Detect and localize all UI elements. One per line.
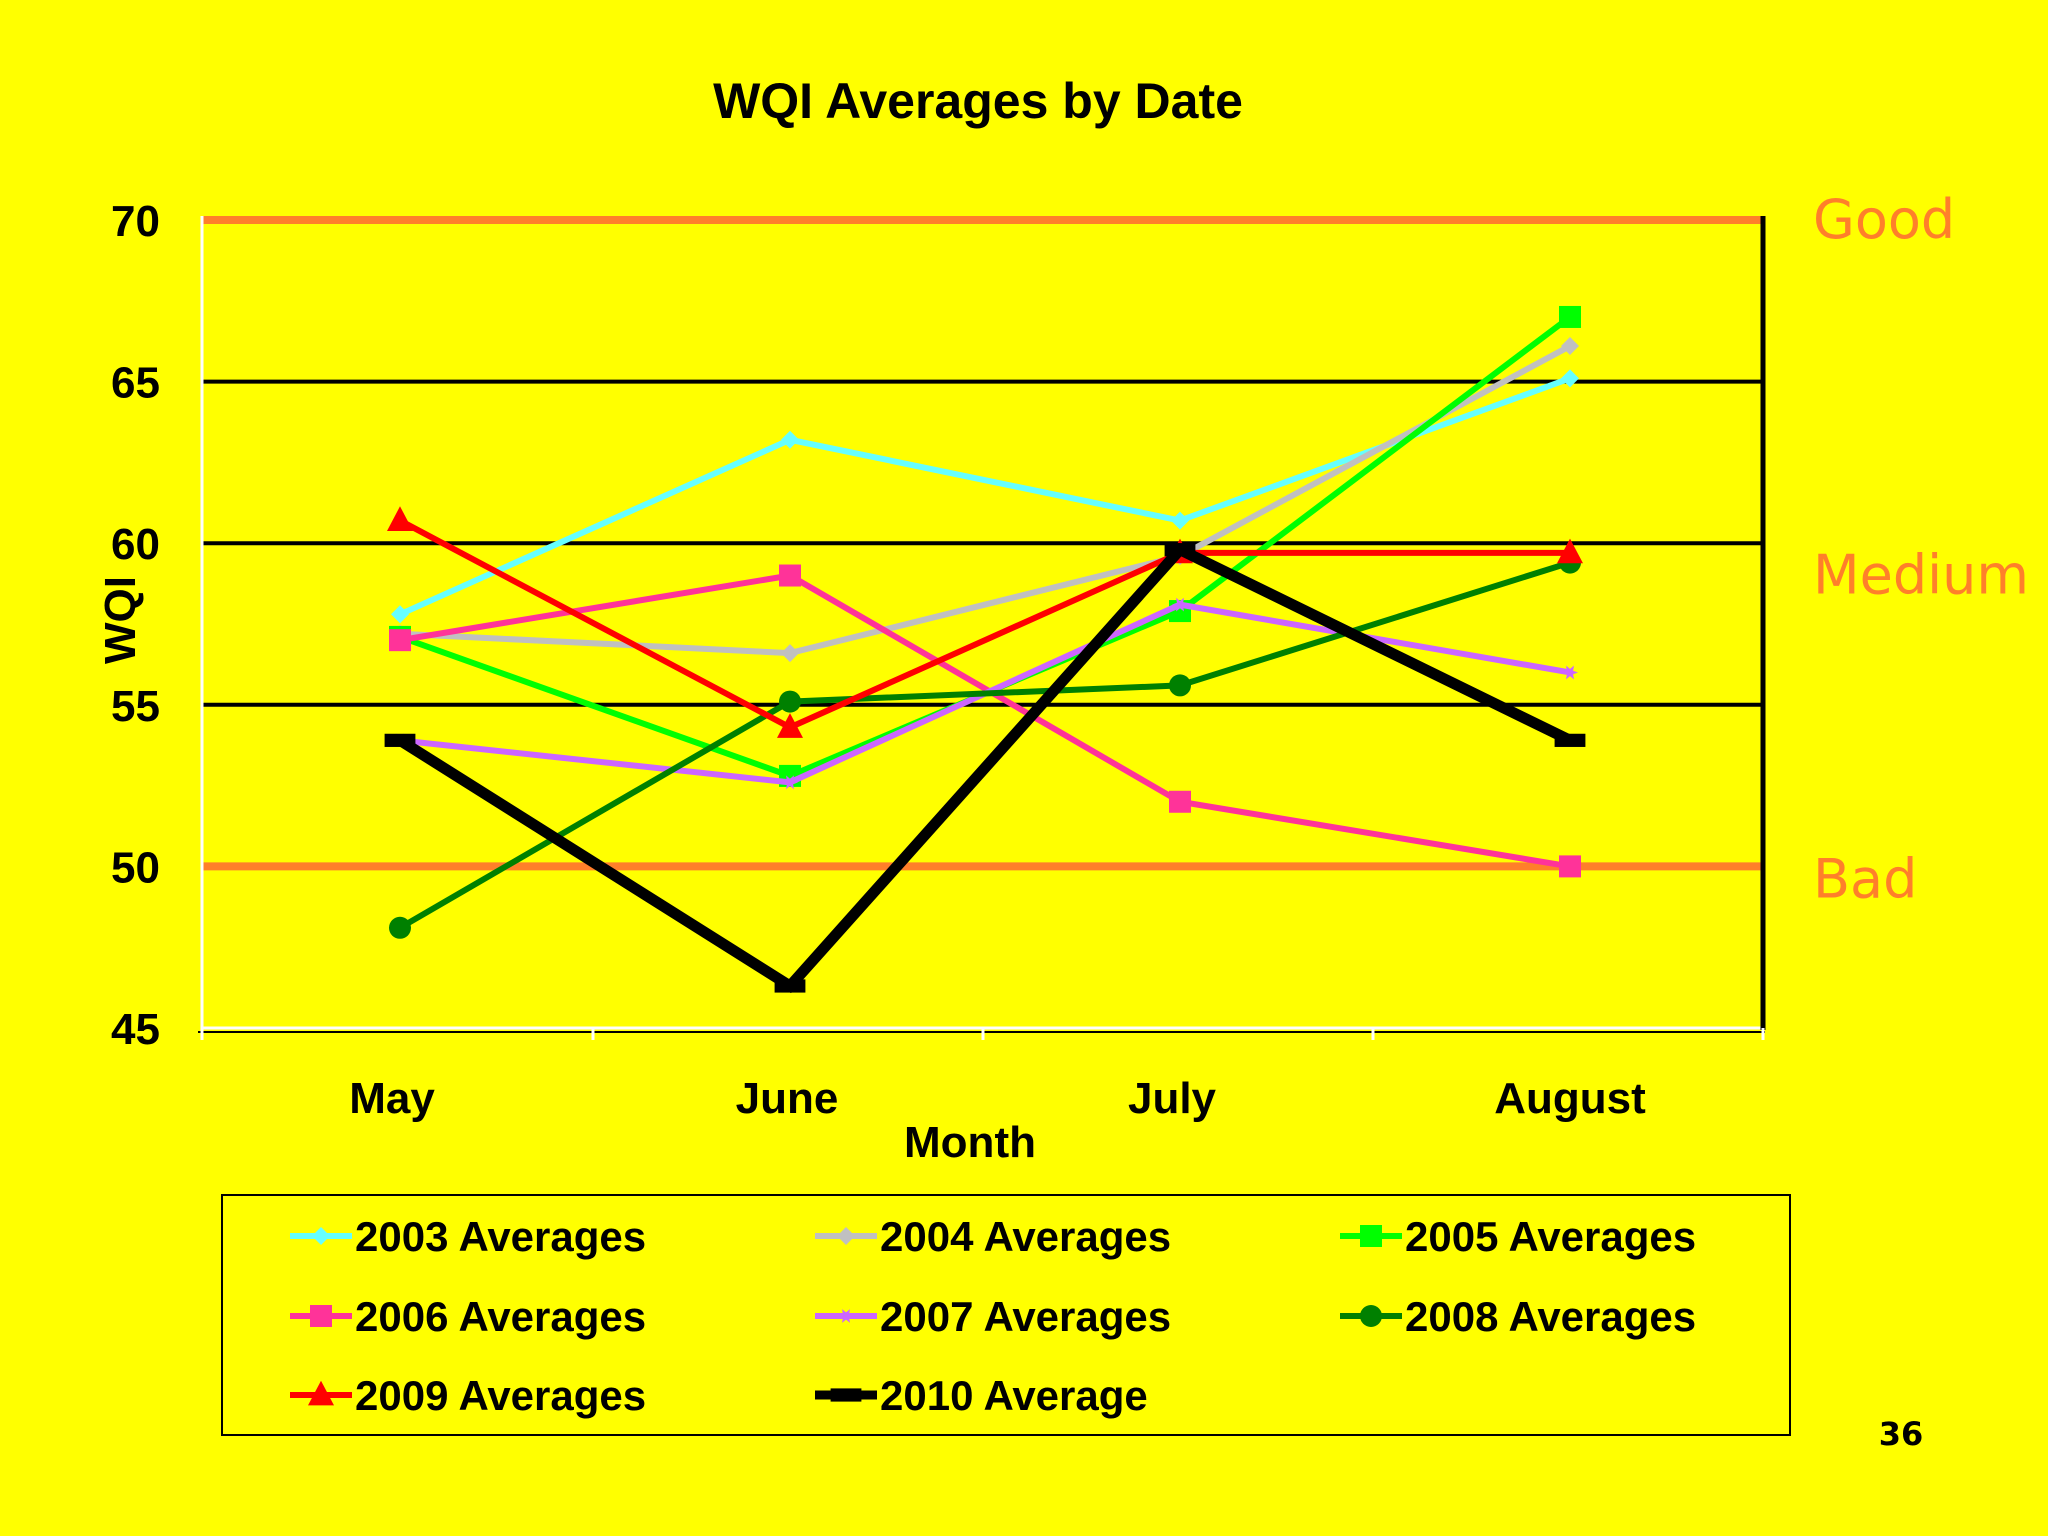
data-point	[1561, 337, 1579, 356]
legend-swatch-marker	[830, 1388, 862, 1402]
series-line	[397, 542, 1573, 994]
data-point	[1164, 543, 1196, 557]
data-point	[1561, 369, 1579, 388]
data-point	[781, 644, 799, 663]
series-1	[391, 369, 1579, 624]
legend-swatch-marker	[308, 1380, 334, 1406]
legend-entry: 2007 Averages	[815, 1293, 1171, 1340]
legend-label: 2003 Averages	[355, 1213, 646, 1260]
data-point	[1172, 597, 1188, 612]
data-point	[779, 564, 801, 587]
y-tick-label: 55	[111, 682, 160, 731]
legend-label: 2010 Average	[880, 1372, 1148, 1419]
data-point	[1557, 538, 1583, 564]
zone-label-good: Good	[1813, 188, 1955, 251]
legend-swatch-marker	[1360, 1225, 1382, 1247]
legend-label: 2005 Averages	[1405, 1213, 1696, 1260]
legend-entry: 2010 Average	[815, 1372, 1148, 1419]
y-tick-label: 65	[111, 359, 160, 408]
y-axis-label: WQI	[96, 576, 145, 664]
y-tick-label: 50	[111, 843, 160, 892]
data-point	[774, 979, 806, 993]
page-number: 36	[1879, 1415, 1924, 1453]
legend-label: 2008 Averages	[1405, 1293, 1696, 1340]
legend-swatch-marker	[837, 1227, 855, 1245]
data-point	[1554, 733, 1586, 747]
data-point	[387, 506, 413, 531]
series-8	[384, 542, 1586, 994]
data-point	[384, 733, 416, 747]
legend-entry: 2003 Averages	[290, 1213, 646, 1260]
legend-label: 2006 Averages	[355, 1293, 646, 1340]
legend-entry: 2009 Averages	[290, 1372, 646, 1419]
legend-label: 2007 Averages	[880, 1293, 1171, 1340]
data-point	[391, 605, 409, 624]
x-tick-label: July	[1128, 1074, 1217, 1123]
chart-text: WQI Averages by Date Month WQI 36	[96, 73, 1923, 1453]
legend-swatch-marker	[1360, 1305, 1382, 1327]
legend-box	[221, 1194, 1791, 1436]
zone-label-bad: Bad	[1813, 847, 1917, 910]
data-point	[782, 775, 798, 790]
series-line	[399, 572, 1571, 870]
data-point	[779, 690, 801, 713]
data-point	[1559, 855, 1581, 878]
series-line	[398, 314, 1572, 780]
legend: 2003 Averages 2004 Averages 2005 Averages 2…	[221, 1194, 1791, 1436]
chart-title: WQI Averages by Date	[713, 73, 1243, 129]
data-point	[389, 629, 411, 652]
legend-entry: 2005 Averages	[1340, 1213, 1696, 1260]
legend-entry: 2006 Averages	[290, 1293, 646, 1340]
legend-label: 2009 Averages	[355, 1372, 646, 1419]
series-line	[399, 343, 1572, 657]
data-point	[1171, 511, 1189, 530]
y-tick-label: 45	[111, 1005, 160, 1054]
series-line	[398, 375, 1572, 618]
legend-entry: 2004 Averages	[815, 1213, 1171, 1260]
x-tick-label: August	[1494, 1074, 1646, 1123]
legend-entry: 2008 Averages	[1340, 1293, 1696, 1340]
zone-label-medium: Medium	[1813, 544, 2029, 607]
series-4	[389, 564, 1581, 878]
y-tick-label: 60	[111, 520, 160, 569]
series-line	[398, 559, 1571, 931]
data-point	[1559, 305, 1581, 328]
legend-swatch-marker	[312, 1227, 330, 1245]
data-point	[1562, 665, 1578, 680]
data-point	[389, 916, 411, 939]
legend-swatch-marker	[838, 1309, 854, 1323]
data-point	[781, 430, 799, 449]
data-point	[1169, 790, 1191, 813]
legend-label: 2004 Averages	[880, 1213, 1171, 1260]
x-tick-label: June	[736, 1074, 839, 1123]
series-3	[389, 305, 1581, 787]
data-point	[777, 713, 803, 738]
x-axis-label: Month	[904, 1118, 1036, 1167]
plot-area: 45 50 55 60 65 70 May June July August Good Medium B…	[111, 188, 2029, 1123]
data-point	[1169, 674, 1191, 697]
y-tick-label: 70	[111, 197, 160, 246]
series-line	[398, 517, 1570, 731]
x-tick-label: May	[349, 1074, 435, 1123]
legend-swatch-marker	[310, 1305, 332, 1327]
